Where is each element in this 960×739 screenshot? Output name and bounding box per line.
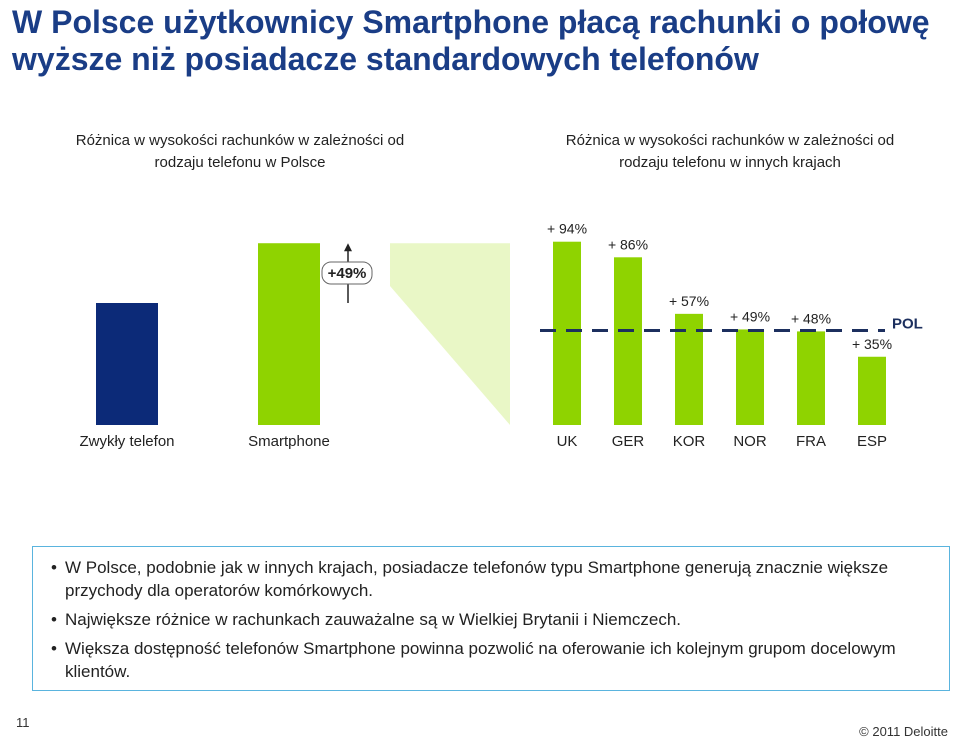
left-chart-title: Różnica w wysokości rachunków w zależnoś… bbox=[75, 132, 405, 171]
page-number: 11 bbox=[16, 715, 30, 730]
bullet-item: Większa dostępność telefonów Smartphone … bbox=[51, 637, 939, 683]
bullet-box: W Polsce, podobnie jak w innych krajach,… bbox=[32, 546, 950, 691]
data-label: + 48% bbox=[791, 310, 831, 326]
x-tick-label: GER bbox=[612, 433, 645, 450]
bar-fra bbox=[797, 331, 825, 425]
bar-esp bbox=[858, 356, 886, 425]
bar-ger bbox=[614, 257, 642, 425]
bullet-item: W Polsce, podobnie jak w innych krajach,… bbox=[51, 556, 939, 602]
comparison-shape bbox=[390, 243, 510, 425]
x-tick-label: UK bbox=[557, 433, 578, 450]
bar-smartphone bbox=[258, 243, 320, 425]
x-tick-label: ESP bbox=[857, 433, 887, 450]
difference-arrow-head bbox=[344, 243, 352, 252]
x-tick-label: NOR bbox=[733, 433, 767, 450]
data-label: + 49% bbox=[730, 308, 770, 324]
difference-badge bbox=[321, 261, 373, 285]
bar-nor bbox=[736, 329, 764, 425]
bar-kor bbox=[675, 313, 703, 425]
bar-uk bbox=[553, 241, 581, 425]
pol-reference-label: POL bbox=[892, 315, 923, 332]
slide-title: W Polsce użytkownicy Smartphone płacą ra… bbox=[12, 4, 930, 77]
bar-zwykły-telefon bbox=[96, 303, 158, 425]
right-chart-title: Różnica w wysokości rachunków w zależnoś… bbox=[565, 132, 895, 171]
x-tick-label: Smartphone bbox=[248, 433, 330, 450]
x-tick-label: KOR bbox=[673, 433, 706, 450]
data-label: + 57% bbox=[669, 293, 709, 309]
bullet-list: W Polsce, podobnie jak w innych krajach,… bbox=[49, 556, 939, 683]
data-label: + 86% bbox=[608, 236, 648, 252]
bar-charts: Zwykły telefon Smartphone +49% + 94% UK + 86%… bbox=[79, 221, 923, 450]
data-label: + 94% bbox=[547, 221, 587, 237]
x-tick-label: FRA bbox=[796, 433, 826, 450]
data-label: + 35% bbox=[852, 336, 892, 352]
difference-label: +49% bbox=[328, 265, 367, 282]
x-tick-label: Zwykły telefon bbox=[79, 433, 174, 450]
copyright: © 2011 Deloitte bbox=[859, 724, 948, 739]
bullet-item: Największe różnice w rachunkach zauważal… bbox=[51, 608, 939, 631]
